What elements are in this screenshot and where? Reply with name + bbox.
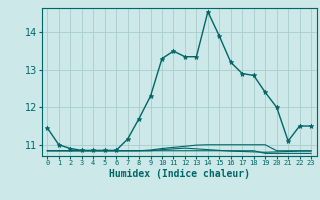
X-axis label: Humidex (Indice chaleur): Humidex (Indice chaleur) — [109, 169, 250, 179]
